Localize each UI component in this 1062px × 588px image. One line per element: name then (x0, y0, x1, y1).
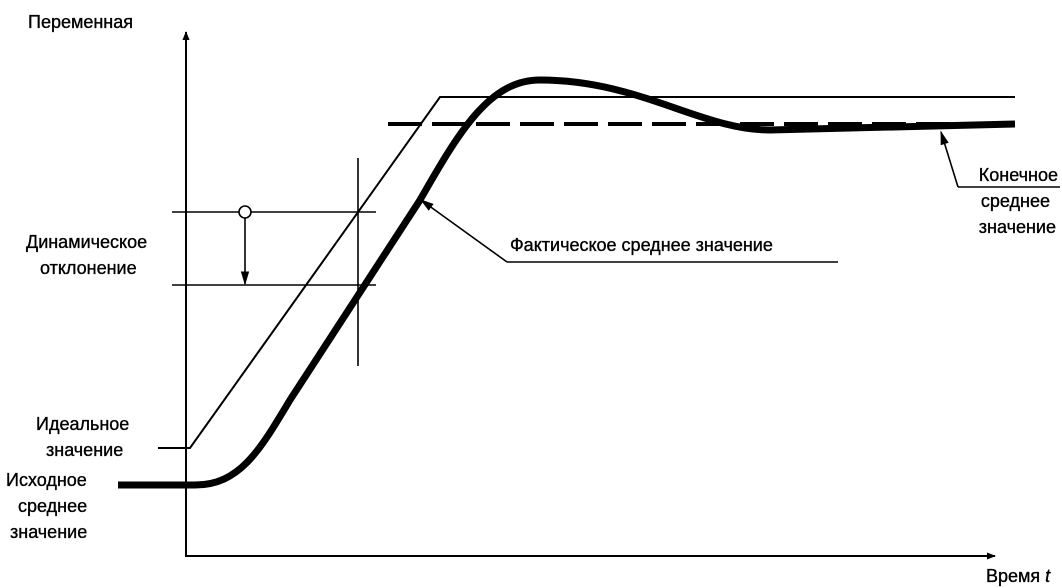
axes (182, 31, 996, 560)
ideal-label: значение (46, 440, 123, 460)
final-mean-label: значение (979, 217, 1056, 237)
final-mean-label: Конечное (979, 165, 1058, 185)
initial-mean-label: среднее (18, 496, 87, 516)
y-axis-label: Переменная (28, 12, 133, 32)
actual-mean-curve (118, 76, 1016, 489)
actual-pointer (419, 199, 508, 263)
initial-mean-label: Исходное (6, 470, 87, 490)
x-label-symbol: t (1045, 566, 1051, 586)
dynamic-deviation-label: Динамическое (26, 232, 147, 252)
deviation-marker (172, 158, 376, 366)
actual-mean-label: Фактическое среднее значение (510, 235, 773, 255)
ideal-line (158, 96, 1015, 449)
final-mean-label: среднее (981, 191, 1050, 211)
deviation-origin (238, 205, 252, 219)
x-label-text: Время (986, 566, 1040, 586)
initial-mean-label: значение (10, 522, 87, 542)
final-pointer (940, 130, 959, 188)
dynamic-deviation-label: отклонение (40, 258, 137, 278)
x-axis-label: Время t (986, 566, 1051, 586)
ideal-label: Идеальное (36, 414, 129, 434)
